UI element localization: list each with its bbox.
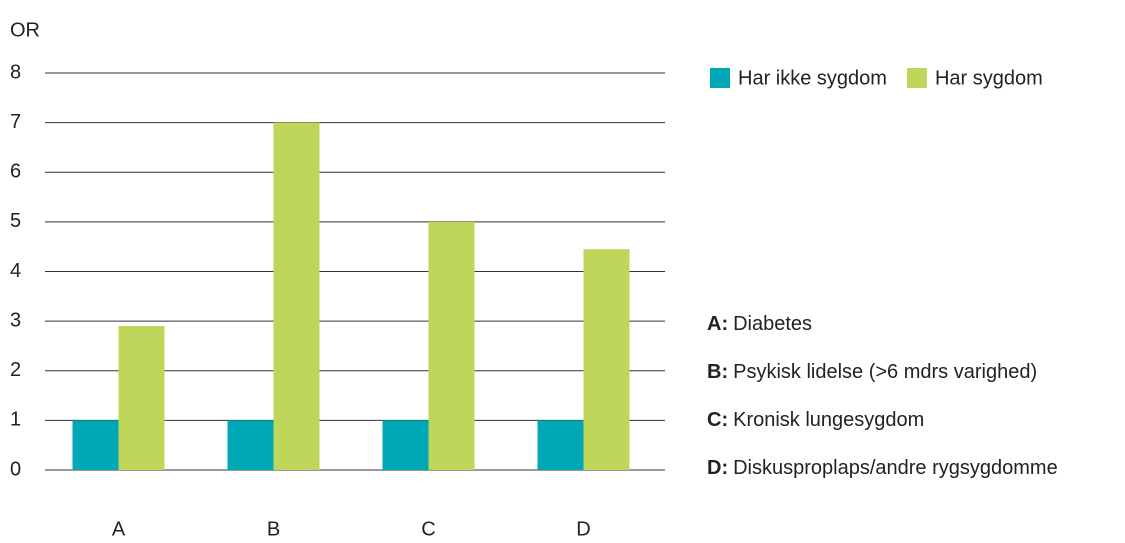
legend-swatch [710,68,730,88]
bar [382,420,429,470]
bar [118,326,165,470]
bar [428,221,475,470]
x-tick-label: B [267,518,280,540]
note: C: Kronisk lungesygdom [707,409,924,431]
note: A: Diabetes [707,313,812,335]
y-tick-label: 8 [10,61,21,83]
x-tick-label: A [112,518,126,540]
note: D: Diskusproplaps/andre rygsygdomme [707,457,1058,479]
x-tick-label: D [576,518,590,540]
note-text: Kronisk lungesygdom [733,409,924,431]
note-text: Diskusproplaps/andre rygsygdomme [733,457,1058,479]
bar [273,122,320,470]
note-key: A: [707,313,728,335]
bar [72,420,119,470]
note: B: Psykisk lidelse (>6 mdrs varighed) [707,361,1037,383]
y-tick-label: 5 [10,210,21,232]
legend-swatch [906,68,927,88]
y-tick-label: 7 [10,111,21,133]
note-text: Diabetes [733,313,812,335]
y-tick-label: 3 [10,309,21,331]
x-tick-label: C [421,518,435,540]
note-key: D: [707,457,728,479]
y-tick-label: 2 [10,359,21,381]
y-axis-label: OR [10,19,40,41]
note-key: B: [707,361,728,383]
legend-label: Har ikke sygdom [738,67,887,89]
bar [583,249,630,470]
y-tick-label: 0 [10,458,21,480]
y-tick-label: 1 [10,409,21,431]
legend-label: Har sygdom [935,67,1043,89]
y-tick-label: 4 [10,260,21,282]
y-tick-label: 6 [10,161,21,183]
note-text: Psykisk lidelse (>6 mdrs varighed) [733,361,1037,383]
bar [537,420,584,470]
bar [227,420,274,470]
note-key: C: [707,409,728,431]
